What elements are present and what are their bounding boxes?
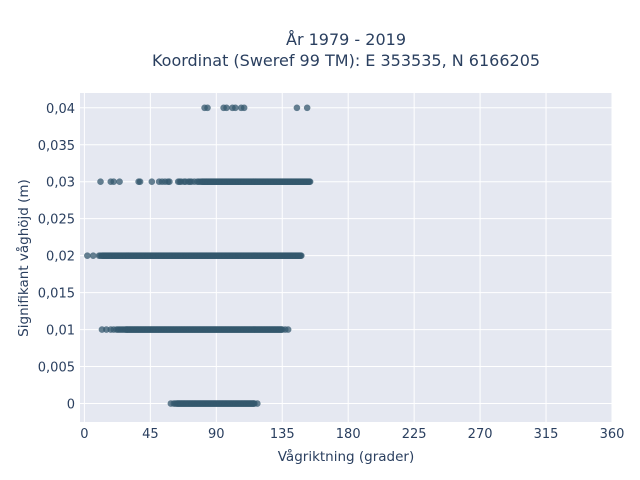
x-tick-label: 45 xyxy=(142,427,159,442)
x-tick-label: 135 xyxy=(270,427,295,442)
data-point xyxy=(232,104,239,112)
x-tick-label: 225 xyxy=(402,427,427,442)
data-point xyxy=(278,326,286,333)
data-point xyxy=(204,104,211,112)
y-tick-label: 0,005 xyxy=(38,361,75,376)
data-point xyxy=(284,326,292,333)
data-point xyxy=(223,104,230,112)
x-axis-label: Vågriktning (grader) xyxy=(278,448,415,465)
x-tick-label: 0 xyxy=(80,427,88,442)
data-point xyxy=(89,252,97,259)
chart-title-line-2: Koordinat (Sweref 99 TM): E 353535, N 61… xyxy=(152,51,540,70)
data-point xyxy=(136,178,144,186)
data-point xyxy=(293,104,301,112)
x-tick-label: 270 xyxy=(468,427,493,442)
y-tick-label: 0,03 xyxy=(46,176,75,191)
y-tick-labels: 0 0,005 0,01 0,015 0,02 0,025 0,03 0,035 0,04 xyxy=(38,102,75,413)
x-tick-label: 90 xyxy=(208,427,225,442)
x-tick-label: 180 xyxy=(336,427,361,442)
chart-title-line-1: År 1979 - 2019 xyxy=(286,30,406,49)
x-tick-labels: 0 45 90 135 180 225 270 315 360 xyxy=(80,427,624,442)
y-tick-label: 0 xyxy=(67,398,75,413)
data-point xyxy=(166,178,173,186)
x-tick-label: 360 xyxy=(600,427,625,442)
y-tick-label: 0,035 xyxy=(38,139,75,154)
y-tick-label: 0,02 xyxy=(46,250,75,265)
data-point xyxy=(306,178,314,186)
data-point xyxy=(298,252,305,259)
y-tick-label: 0,04 xyxy=(46,102,75,117)
data-point xyxy=(251,400,258,407)
data-point xyxy=(148,178,156,186)
data-point xyxy=(240,104,248,112)
data-point xyxy=(116,178,123,186)
data-point xyxy=(84,252,91,259)
grid-lines xyxy=(80,93,613,422)
data-points xyxy=(84,104,314,407)
data-point xyxy=(110,178,118,186)
y-tick-label: 0,025 xyxy=(38,213,75,228)
x-tick-label: 315 xyxy=(534,427,559,442)
y-axis-label: Signifikant våghöjd (m) xyxy=(15,179,32,337)
y-tick-label: 0,01 xyxy=(46,324,75,339)
data-point xyxy=(303,104,311,112)
y-tick-label: 0,015 xyxy=(38,287,75,302)
data-point xyxy=(97,178,104,186)
